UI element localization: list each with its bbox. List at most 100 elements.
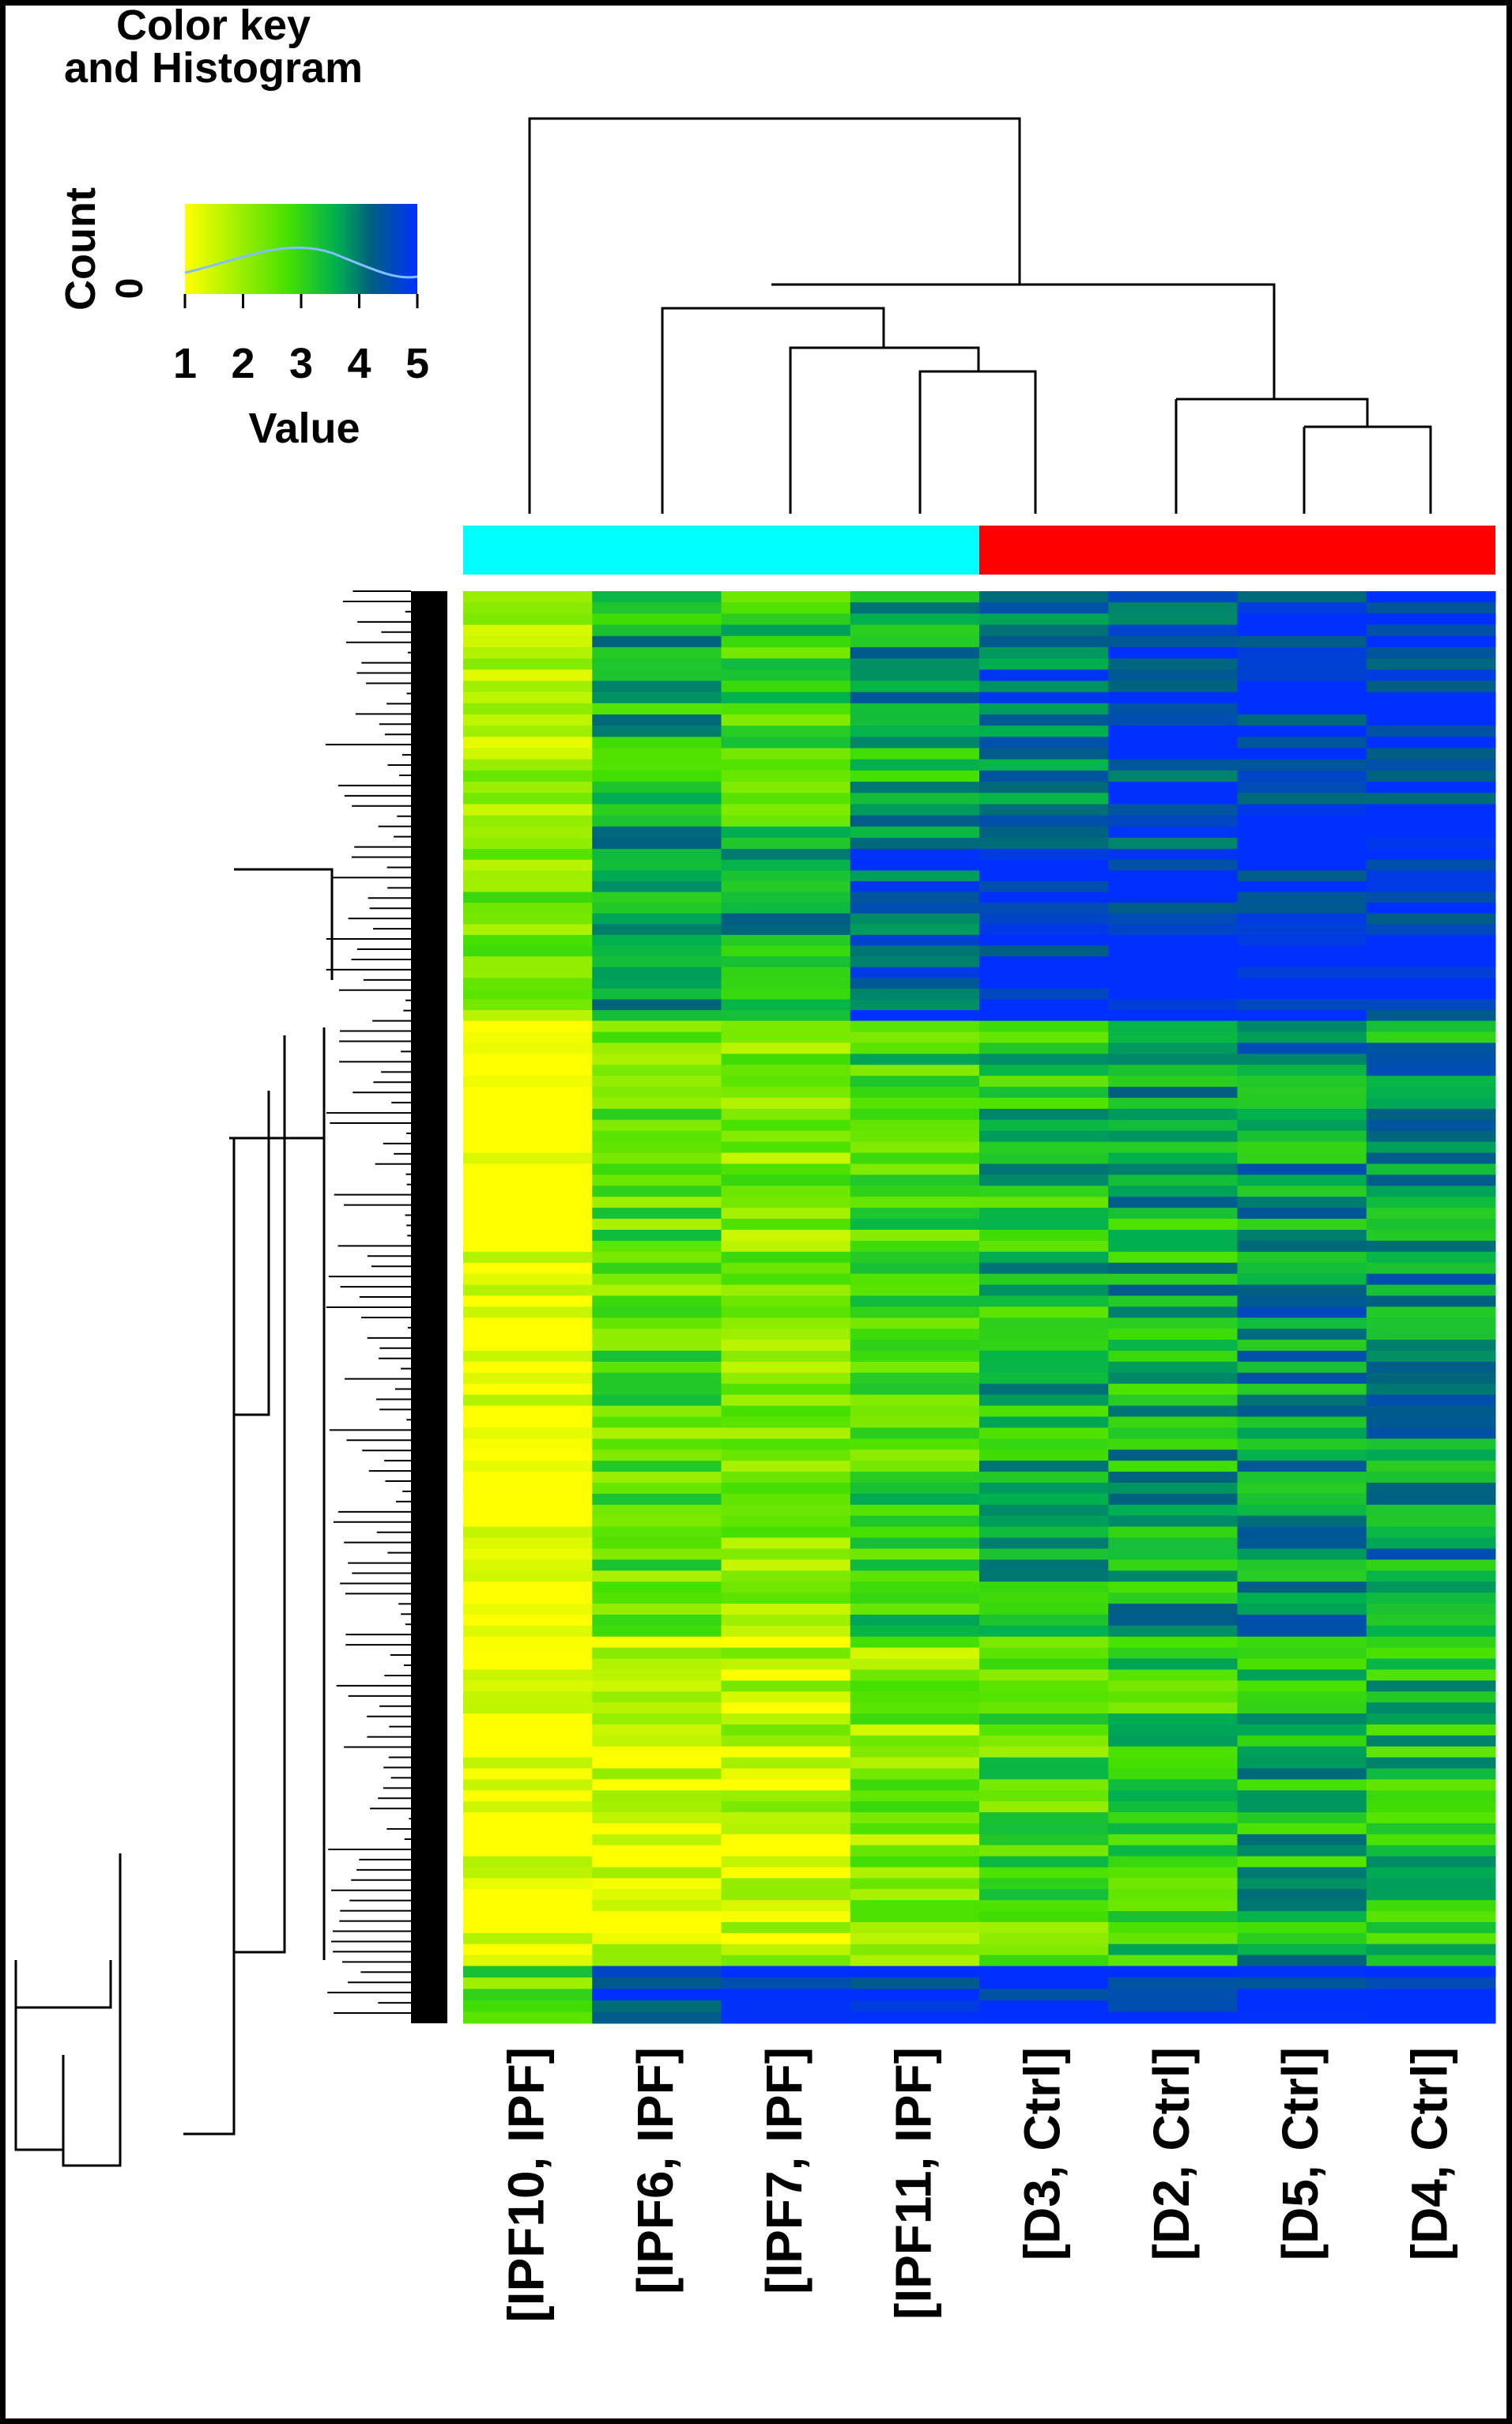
- heatmap-cell: [721, 1449, 851, 1461]
- heatmap-cell: [592, 1219, 722, 1231]
- heatmap-cell: [463, 669, 593, 681]
- heatmap-cell: [1366, 726, 1496, 737]
- heatmap-cell: [1366, 1768, 1496, 1780]
- heatmap-cell: [979, 1746, 1109, 1759]
- heatmap-cell: [850, 1405, 980, 1417]
- heatmap-cell: [1108, 934, 1238, 946]
- heatmap-cell: [721, 1174, 851, 1186]
- heatmap-cell: [979, 870, 1109, 882]
- heatmap-cell: [463, 680, 593, 693]
- heatmap-cell: [979, 714, 1109, 726]
- heatmap-cell: [1237, 1526, 1367, 1539]
- heatmap-cell: [1237, 726, 1367, 737]
- heatmap-cell: [850, 849, 980, 861]
- heatmap-cell: [850, 1647, 980, 1660]
- heatmap-cell: [721, 924, 851, 936]
- heatmap-cell: [463, 1636, 593, 1649]
- heatmap-cell: [463, 1724, 593, 1736]
- heatmap-cell: [1108, 1526, 1238, 1539]
- heatmap-cell: [592, 1394, 722, 1407]
- heatmap-cell: [1108, 1351, 1238, 1363]
- heatmap-cell: [592, 2011, 722, 2024]
- heatmap-cell: [721, 1087, 851, 1099]
- heatmap-cell: [1237, 1318, 1367, 1329]
- heatmap-cell: [463, 1845, 593, 1857]
- heatmap-cell: [721, 1197, 851, 1208]
- heatmap-cell: [592, 1020, 722, 1033]
- heatmap-cell: [592, 1669, 722, 1681]
- heatmap-cell: [463, 1383, 593, 1396]
- heatmap-cell: [592, 1955, 722, 1967]
- heatmap-cell: [592, 1383, 722, 1396]
- heatmap-cell: [1237, 924, 1367, 936]
- heatmap-cell: [979, 1977, 1109, 1990]
- heatmap-cell: [463, 1548, 593, 1560]
- heatmap-cell: [592, 613, 722, 626]
- heatmap-cell: [463, 1537, 593, 1549]
- heatmap-cell: [592, 913, 722, 925]
- heatmap-cell: [1108, 1790, 1238, 1802]
- heatmap-cell: [1366, 1812, 1496, 1824]
- heatmap-cell: [850, 1438, 980, 1450]
- heatmap-cell: [979, 1449, 1109, 1461]
- heatmap-cell: [850, 1284, 980, 1296]
- heatmap-cell: [1108, 1812, 1238, 1824]
- heatmap-cell: [721, 1604, 851, 1615]
- heatmap-cell: [850, 1163, 980, 1175]
- heatmap-cell: [1366, 793, 1496, 805]
- heatmap-cell: [850, 1306, 980, 1318]
- heatmap-cell: [721, 1273, 851, 1286]
- heatmap-cell: [592, 1845, 722, 1857]
- heatmap-cell: [463, 613, 593, 626]
- heatmap-cell: [1237, 1515, 1367, 1528]
- heatmap-cell: [1237, 1604, 1367, 1615]
- heatmap-cell: [592, 804, 722, 816]
- heatmap-cell: [1366, 1054, 1496, 1065]
- heatmap-cell: [1366, 1152, 1496, 1164]
- heatmap-cell: [592, 2000, 722, 2013]
- heatmap-cell: [850, 669, 980, 681]
- heatmap-cell: [721, 1943, 851, 1956]
- heatmap-cell: [979, 2011, 1109, 2024]
- heatmap-cell: [463, 1515, 593, 1528]
- heatmap-cell: [721, 978, 851, 990]
- heatmap-cell: [850, 782, 980, 794]
- heatmap-cell: [592, 635, 722, 648]
- heatmap-cell: [979, 1570, 1109, 1582]
- heatmap-cell: [1237, 1208, 1367, 1220]
- heatmap-cell: [1366, 1943, 1496, 1956]
- heatmap-cell: [1237, 1329, 1367, 1340]
- row-dendrogram-trunk: [234, 868, 334, 980]
- heatmap-cell: [721, 1735, 851, 1747]
- heatmap-cell: [1366, 1119, 1496, 1132]
- heatmap-cell: [1108, 1658, 1238, 1670]
- heatmap-cell: [721, 1932, 851, 1945]
- heatmap-cell: [592, 1065, 722, 1076]
- heatmap-cell: [721, 1461, 851, 1472]
- heatmap-cell: [592, 1461, 722, 1472]
- heatmap-cell: [1237, 849, 1367, 861]
- heatmap-cell: [1237, 1834, 1367, 1846]
- heatmap-cell: [1237, 2011, 1367, 2024]
- heatmap-cell: [1366, 1658, 1496, 1670]
- color-key-y-tick: 0: [109, 278, 151, 300]
- heatmap-cell: [721, 1306, 851, 1318]
- heatmap-cell: [1237, 1878, 1367, 1890]
- heatmap-cell: [1366, 903, 1496, 914]
- heatmap-cell: [463, 1152, 593, 1164]
- heatmap-cell: [1366, 602, 1496, 614]
- heatmap-cell: [1366, 1340, 1496, 1351]
- heatmap-cell: [592, 1284, 722, 1296]
- heatmap-cell: [850, 613, 980, 626]
- heatmap-cell: [1237, 1108, 1367, 1121]
- heatmap-cell: [721, 1108, 851, 1121]
- heatmap-cell: [463, 1669, 593, 1681]
- heatmap-cell: [721, 1372, 851, 1385]
- key-tick-label: 4: [347, 340, 371, 387]
- heatmap-cell: [1237, 770, 1367, 782]
- heatmap-cell: [592, 924, 722, 936]
- heatmap-cell: [721, 1680, 851, 1692]
- heatmap-cell: [979, 1186, 1109, 1197]
- heatmap-cell: [592, 1097, 722, 1110]
- heatmap-cell: [1237, 1943, 1367, 1956]
